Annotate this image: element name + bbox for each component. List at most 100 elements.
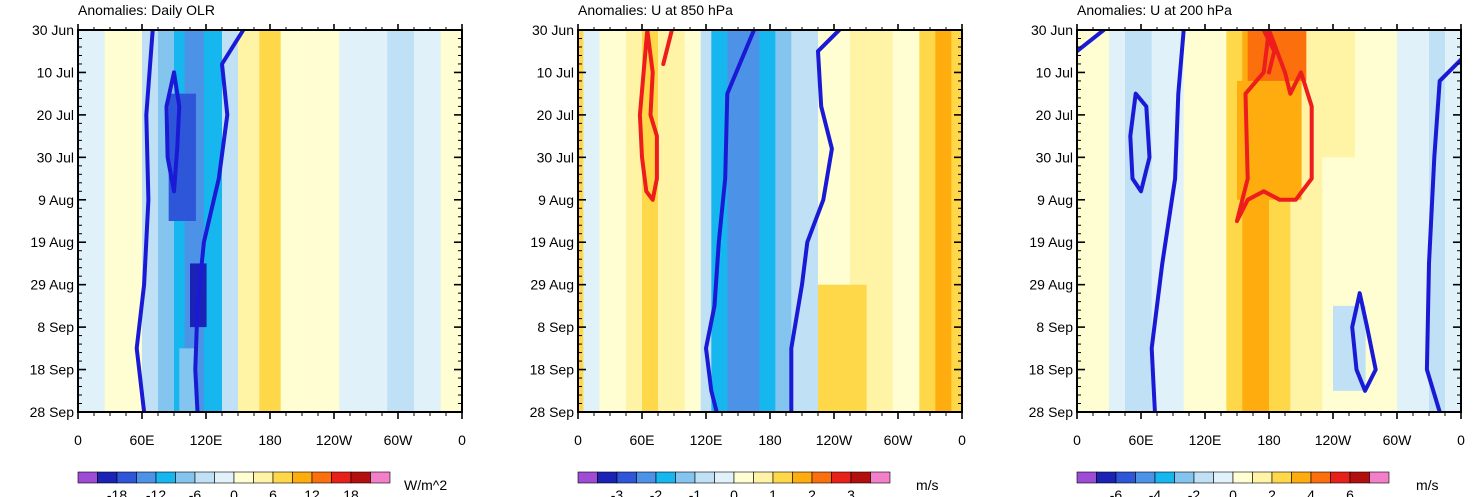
- shaded-band: [684, 30, 702, 412]
- y-tick-label: 8 Sep: [1036, 319, 1073, 335]
- colorbar-swatch: [772, 471, 793, 484]
- shaded-band: [203, 30, 223, 412]
- blue-contour-line: [1077, 30, 1106, 54]
- colorbar-units-label: m/s: [1416, 477, 1439, 493]
- panel-title: Anomalies: U at 850 hPa: [578, 2, 733, 18]
- colorbar-swatch: [194, 471, 215, 484]
- blue-contour-line: [1350, 291, 1378, 393]
- colorbar-swatch: [1310, 471, 1331, 484]
- shaded-band: [179, 348, 196, 412]
- shaded-band: [578, 30, 584, 412]
- colorbar-label: -3: [611, 487, 624, 497]
- colorbar-units-label: W/m^2: [404, 477, 447, 493]
- blue-contour-line: [1424, 57, 1461, 412]
- y-tick-label: 30 Jul: [537, 149, 574, 165]
- colorbar-label: 3: [847, 487, 855, 497]
- shaded-band: [892, 30, 920, 412]
- colorbar-swatch: [597, 471, 618, 484]
- colorbar-swatch: [655, 471, 676, 484]
- shaded-band: [818, 284, 867, 412]
- x-tick-label: 60E: [630, 432, 655, 448]
- colorbar-swatch: [1115, 471, 1136, 484]
- shaded-band: [700, 30, 712, 412]
- colorbar-swatch: [1154, 471, 1175, 484]
- colorbar-swatch: [350, 471, 371, 484]
- shaded-band: [259, 30, 282, 412]
- panel-u850: Anomalies: U at 850 hPa m/s 30 Jun 10 Jul…: [530, 2, 966, 497]
- y-tick-label: 18 Sep: [1029, 362, 1074, 378]
- x-tick-label: 0: [1457, 432, 1465, 448]
- y-tick-label: 19 Aug: [30, 234, 74, 250]
- shaded-band: [280, 30, 308, 412]
- x-tick-label: 120E: [1189, 432, 1222, 448]
- colorbar-swatch: [1076, 471, 1097, 484]
- colorbar-swatch: [792, 471, 813, 484]
- x-tick-label: 60E: [1129, 432, 1154, 448]
- shaded-band: [307, 30, 340, 412]
- colorbar-swatch: [311, 471, 332, 484]
- colorbar-swatch: [272, 471, 293, 484]
- shaded-band: [339, 30, 388, 412]
- x-tick-label: 120W: [1315, 432, 1352, 448]
- y-tick-label: 30 Jun: [1031, 22, 1073, 38]
- y-tick-label: 10 Jul: [537, 64, 574, 80]
- colorbar-swatch: [577, 471, 598, 484]
- colorbar-swatch: [1193, 471, 1214, 484]
- colorbar-swatch: [636, 471, 657, 484]
- red-contour-line: [1235, 30, 1314, 223]
- y-tick-label: 10 Jul: [37, 64, 74, 80]
- colorbar-swatch: [136, 471, 157, 484]
- colorbar-label: -18: [107, 487, 127, 497]
- x-tick-label: 120E: [190, 432, 223, 448]
- panel-title: Anomalies: Daily OLR: [78, 2, 215, 18]
- shaded-band: [1077, 30, 1110, 412]
- colorbar-label: 6: [269, 487, 277, 497]
- x-tick-label: 180: [758, 432, 782, 448]
- colorbar-label: 0: [230, 487, 238, 497]
- colorbar-swatch: [1349, 471, 1370, 484]
- colorbar-swatch: [1252, 471, 1273, 484]
- colorbar-swatch: [675, 471, 696, 484]
- y-tick-label: 9 Aug: [1037, 192, 1073, 208]
- shaded-band: [658, 30, 686, 412]
- blue-contour-line: [134, 30, 155, 412]
- x-tick-label: 0: [74, 432, 82, 448]
- colorbar-swatch: [97, 471, 118, 484]
- y-tick-label: 19 Aug: [1029, 234, 1073, 250]
- colorbar-label: -12: [146, 487, 166, 497]
- colorbar-swatch: [155, 471, 176, 484]
- y-tick-label: 30 Jul: [1036, 149, 1073, 165]
- shaded-band: [1183, 30, 1227, 412]
- x-tick-label: 120E: [690, 432, 723, 448]
- y-tick-label: 28 Sep: [1029, 404, 1074, 420]
- x-tick-label: 60W: [384, 432, 414, 448]
- colorbar-swatch: [733, 471, 754, 484]
- shaded-band: [1109, 30, 1126, 412]
- y-tick-label: 9 Aug: [538, 192, 574, 208]
- x-tick-label: 60E: [130, 432, 155, 448]
- shaded-band: [935, 30, 952, 412]
- y-tick-label: 19 Aug: [530, 234, 574, 250]
- shaded-band: [727, 30, 760, 412]
- colorbar-label: -4: [1149, 487, 1162, 497]
- x-tick-label: 180: [258, 432, 282, 448]
- blue-contour-line: [1128, 91, 1152, 194]
- y-tick-label: 18 Sep: [530, 362, 575, 378]
- colorbar-label: -6: [189, 487, 202, 497]
- colorbar-label: 18: [343, 487, 359, 497]
- y-tick-label: 29 Aug: [30, 277, 74, 293]
- blue-contour-line: [704, 30, 756, 412]
- y-tick-label: 20 Jul: [537, 107, 574, 123]
- y-tick-label: 20 Jul: [37, 107, 74, 123]
- colorbar-swatch: [1330, 471, 1351, 484]
- shaded-band: [759, 30, 776, 412]
- shaded-band: [1429, 30, 1446, 412]
- y-tick-label: 28 Sep: [30, 404, 75, 420]
- x-tick-label: 120W: [316, 432, 353, 448]
- x-tick-label: 0: [1073, 432, 1081, 448]
- colorbar-swatch: [1135, 471, 1156, 484]
- shaded-band: [583, 30, 600, 412]
- colorbar-label: -2: [650, 487, 663, 497]
- colorbar-swatch: [116, 471, 137, 484]
